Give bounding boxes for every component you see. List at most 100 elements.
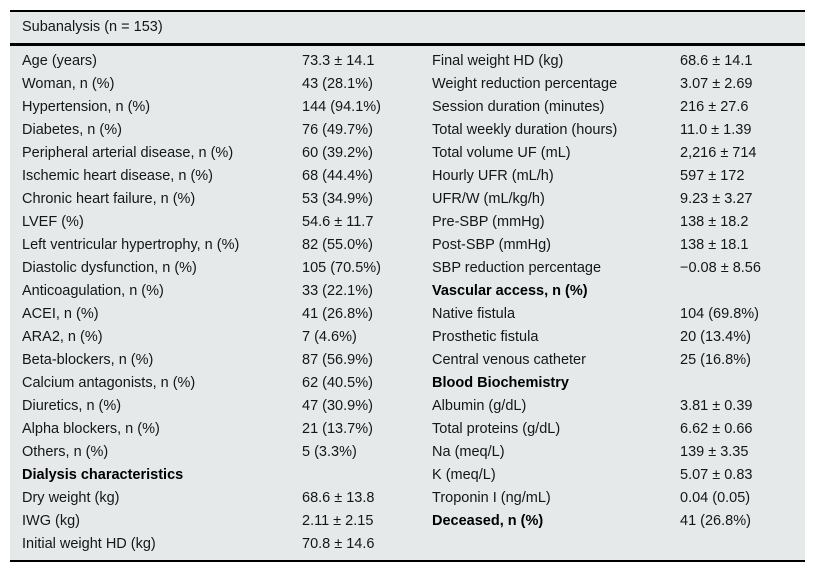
cell-left-value: 68.6 ± 13.8: [302, 490, 375, 506]
table-row: Hypertension, n (%) 144 (94.1%) Session du…: [22, 96, 797, 119]
cell-right-label: [432, 533, 680, 556]
cell-right-value: 9.23 ± 3.27: [680, 191, 753, 207]
table-row: Diastolic dysfunction, n (%) 105 (70.5%) S…: [22, 257, 797, 280]
cell-left-value: 33 (22.1%): [302, 283, 373, 299]
table-row: LVEF (%) 54.6 ± 11.7 Pre-SBP (mmHg) 138 ± 1…: [22, 211, 797, 234]
table-row: Diabetes, n (%) 76 (49.7%) Total weekly du…: [22, 119, 797, 142]
cell-right-label: Total proteins (g/dL): [432, 421, 561, 437]
cell-left-value: 21 (13.7%): [302, 421, 373, 437]
cell-left-label: ARA2, n (%): [22, 329, 103, 345]
cell-left-value: 7 (4.6%): [302, 329, 357, 345]
cell-right-label: Vascular access, n (%): [432, 283, 588, 299]
cell-right-label: Total weekly duration (hours): [432, 122, 618, 138]
cell-left-value: 53 (34.9%): [302, 191, 373, 207]
cell-left-label: Diuretics, n (%): [22, 398, 122, 414]
cell-left-label: Left ventricular hypertrophy, n (%): [22, 237, 240, 253]
cell-right-label: Albumin (g/dL): [432, 398, 527, 414]
cell-left-label: Hypertension, n (%): [22, 99, 151, 115]
table-row: Dialysis characteristics K (meq/L) 5.07 ± …: [22, 464, 797, 487]
table-row: Beta-blockers, n (%) 87 (56.9%) Central ve…: [22, 349, 797, 372]
table-row: ARA2, n (%) 7 (4.6%) Prosthetic fistula 20 …: [22, 326, 797, 349]
cell-left-label: Dialysis characteristics: [22, 467, 184, 483]
cell-right-value: 597 ± 172: [680, 168, 745, 184]
table-row: Age (years) 73.3 ± 14.1 Final weight HD (k…: [22, 50, 797, 73]
table-body: Age (years) 73.3 ± 14.1 Final weight HD (k…: [10, 46, 805, 560]
table-title: Subanalysis (n = 153): [10, 12, 805, 46]
cell-right-label: Troponin I (ng/mL): [432, 490, 551, 506]
table-row: Alpha blockers, n (%) 21 (13.7%) Total pro…: [22, 418, 797, 441]
cell-left-label: ACEI, n (%): [22, 306, 99, 322]
table-row: Diuretics, n (%) 47 (30.9%) Albumin (g/dL)…: [22, 395, 797, 418]
subanalysis-table: Subanalysis (n = 153) Age (years) 73.3 ± …: [10, 10, 805, 562]
cell-left-label: Others, n (%): [22, 444, 109, 460]
cell-left-value: 70.8 ± 14.6: [302, 536, 375, 552]
cell-left-value: 76 (49.7%): [302, 122, 373, 138]
cell-left-value: 54.6 ± 11.7: [302, 214, 374, 230]
cell-right-label: Prosthetic fistula: [432, 329, 539, 345]
cell-right-label: Deceased, n (%): [432, 513, 544, 529]
cell-right-label: Post-SBP (mmHg): [432, 237, 551, 253]
cell-left-label: Initial weight HD (kg): [22, 536, 156, 552]
cell-right-label: UFR/W (mL/kg/h): [432, 191, 545, 207]
cell-left-value: 68 (44.4%): [302, 168, 373, 184]
table-row: Woman, n (%) 43 (28.1%) Weight reduction p…: [22, 73, 797, 96]
cell-right-value: 20 (13.4%): [680, 329, 751, 345]
cell-right-value: [680, 533, 797, 556]
cell-right-value: 139 ± 3.35: [680, 444, 749, 460]
cell-right-value: 138 ± 18.1: [680, 237, 749, 253]
cell-right-value: 0.04 (0.05): [680, 490, 751, 506]
cell-left-value: 60 (39.2%): [302, 145, 373, 161]
table-row: Chronic heart failure, n (%) 53 (34.9%) UF…: [22, 188, 797, 211]
cell-left-value: 87 (56.9%): [302, 352, 373, 368]
table-row: Calcium antagonists, n (%) 62 (40.5%) Bloo…: [22, 372, 797, 395]
cell-right-label: Hourly UFR (mL/h): [432, 168, 554, 184]
cell-left-label: Diabetes, n (%): [22, 122, 122, 138]
table-row: IWG (kg) 2.11 ± 2.15 Deceased, n (%) 41 (26…: [22, 510, 797, 533]
cell-left-label: Ischemic heart disease, n (%): [22, 168, 213, 184]
cell-right-value: 3.81 ± 0.39: [680, 398, 753, 414]
cell-right-value: [680, 372, 797, 395]
cell-left-label: Dry weight (kg): [22, 490, 120, 506]
cell-right-value: 68.6 ± 14.1: [680, 53, 753, 69]
cell-left-label: Chronic heart failure, n (%): [22, 191, 196, 207]
cell-left-value: [302, 464, 432, 487]
table-row: Anticoagulation, n (%) 33 (22.1%) Vascular…: [22, 280, 797, 303]
cell-left-label: Peripheral arterial disease, n (%): [22, 145, 234, 161]
cell-left-value: 47 (30.9%): [302, 398, 373, 414]
cell-right-value: 138 ± 18.2: [680, 214, 749, 230]
cell-left-value: 5 (3.3%): [302, 444, 357, 460]
cell-right-label: Pre-SBP (mmHg): [432, 214, 545, 230]
cell-right-label: Session duration (minutes): [432, 99, 605, 115]
cell-right-label: Final weight HD (kg): [432, 53, 564, 69]
cell-right-label: Blood Biochemistry: [432, 375, 569, 391]
table-row: Others, n (%) 5 (3.3%) Na (meq/L) 139 ± 3.3…: [22, 441, 797, 464]
cell-right-value: −0.08 ± 8.56: [680, 260, 761, 276]
cell-right-value: 6.62 ± 0.66: [680, 421, 753, 437]
table-row: Dry weight (kg) 68.6 ± 13.8 Troponin I (ng…: [22, 487, 797, 510]
cell-left-label: Beta-blockers, n (%): [22, 352, 154, 368]
cell-right-value: 216 ± 27.6: [680, 99, 749, 115]
cell-left-value: 73.3 ± 14.1: [302, 53, 375, 69]
cell-right-label: Total volume UF (mL): [432, 145, 571, 161]
cell-left-label: Calcium antagonists, n (%): [22, 375, 196, 391]
cell-right-value: 3.07 ± 2.69: [680, 76, 753, 92]
cell-left-value: 2.11 ± 2.15: [302, 513, 374, 529]
table-row: ACEI, n (%) 41 (26.8%) Native fistula 104 (…: [22, 303, 797, 326]
cell-right-label: Central venous catheter: [432, 352, 586, 368]
cell-left-label: Anticoagulation, n (%): [22, 283, 164, 299]
table-row: Left ventricular hypertrophy, n (%) 82 (5…: [22, 234, 797, 257]
cell-right-value: 41 (26.8%): [680, 513, 751, 529]
cell-left-label: IWG (kg): [22, 513, 80, 529]
cell-left-value: 144 (94.1%): [302, 99, 381, 115]
cell-left-label: Alpha blockers, n (%): [22, 421, 160, 437]
cell-right-label: SBP reduction percentage: [432, 260, 602, 276]
cell-right-value: 5.07 ± 0.83: [680, 467, 753, 483]
cell-right-label: K (meq/L): [432, 467, 496, 483]
cell-right-value: 104 (69.8%): [680, 306, 759, 322]
cell-left-value: 82 (55.0%): [302, 237, 373, 253]
cell-left-value: 105 (70.5%): [302, 260, 381, 276]
cell-left-value: 43 (28.1%): [302, 76, 373, 92]
cell-right-label: Weight reduction percentage: [432, 76, 618, 92]
cell-right-value: 11.0 ± 1.39: [680, 122, 752, 138]
